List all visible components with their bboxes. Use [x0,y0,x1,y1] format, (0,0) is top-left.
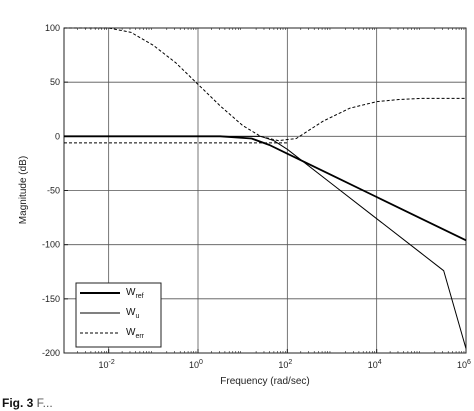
caption-text: F... [33,396,53,410]
y-tick-label: 100 [45,23,60,33]
x-tick-label: 102 [278,359,292,370]
figure-caption: Fig. 3 F... [2,396,53,410]
series-line-wref [64,135,467,242]
x-axis-label: Frequency (rad/sec) [220,376,309,387]
series-line-wu [64,135,467,349]
x-axis-ticks: 10-2 100 102 104 106 [77,28,471,370]
series-lines [64,27,467,349]
x-tick-label: 10-2 [99,359,115,370]
legend-label-wu: Wu [126,307,139,320]
y-tick-label: -100 [42,240,60,250]
legend-label-wref: Wref [126,287,144,300]
legend-label-werr: Werr [126,327,145,340]
series-line-werr-top [64,27,466,142]
x-tick-label: 106 [457,359,471,370]
y-tick-label: 0 [55,131,60,141]
y-tick-label: -200 [42,348,60,358]
x-tick-label: 104 [368,359,382,370]
x-tick-label: 100 [189,359,203,370]
legend: Wref Wu Werr [75,282,162,348]
y-tick-label: -50 [47,186,60,196]
y-axis-label: Magnitude (dB) [18,156,29,224]
y-tick-label: 50 [50,77,60,87]
y-tick-label: -150 [42,294,60,304]
caption-label: Fig. 3 [2,396,34,410]
